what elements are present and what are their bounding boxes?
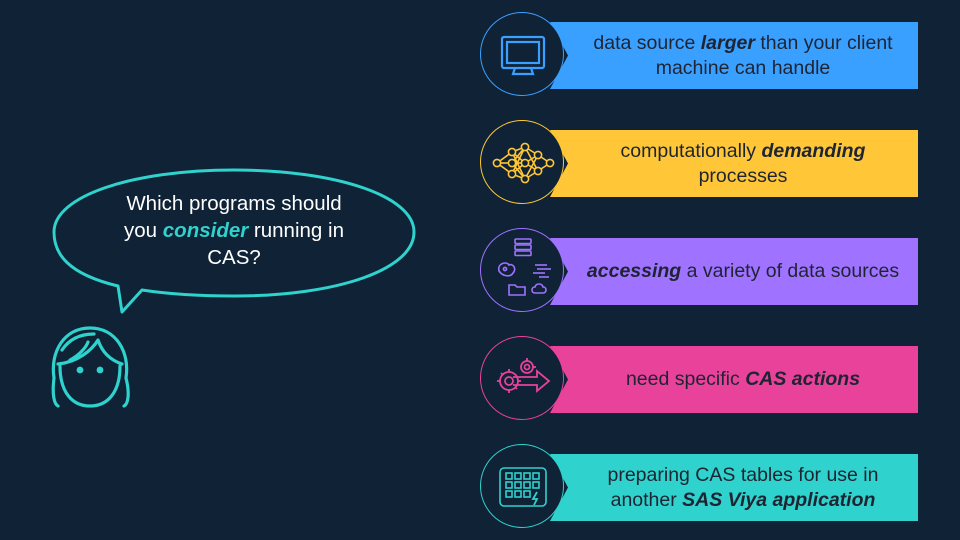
item-bar: accessing a variety of data sources [550,238,918,305]
speech-bubble: Which programs should you consider runni… [50,166,418,316]
item-text: preparing CAS tables for use in another … [607,463,879,511]
bubble-emphasis: consider [162,219,249,242]
item-text: need specific CAS actions [625,368,861,390]
neural-network-icon [492,142,555,184]
gears-arrow-icon [497,358,551,393]
icon-circle [480,228,564,312]
icon-circle [480,120,564,204]
data-sources-icon [497,238,551,296]
item-variety-data-sources: accessing a variety of data sources [480,228,920,316]
item-bar: need specific CAS actions [550,346,918,413]
item-larger-data-source: data source larger than your client mach… [480,12,920,100]
item-text: computationally demanding processes [620,139,866,187]
icon-circle [480,444,564,528]
app-grid-icon [499,467,547,507]
item-text: data source larger than your client mach… [593,31,893,79]
item-text: accessing a variety of data sources [586,260,900,282]
item-demanding-processes: computationally demanding processes [480,120,920,208]
item-bar: computationally demanding processes [550,130,918,197]
person-icon [51,326,130,408]
monitor-icon [500,35,546,76]
icon-circle [480,336,564,420]
item-cas-actions: need specific CAS actions [480,336,920,424]
bubble-question: Which programs should you consider runni… [124,192,344,269]
item-sas-viya-application: preparing CAS tables for use in another … [480,444,920,532]
icon-circle [480,12,564,96]
speech-bubble-shape [52,168,416,314]
item-bar: preparing CAS tables for use in another … [550,454,918,521]
item-bar: data source larger than your client mach… [550,22,918,89]
